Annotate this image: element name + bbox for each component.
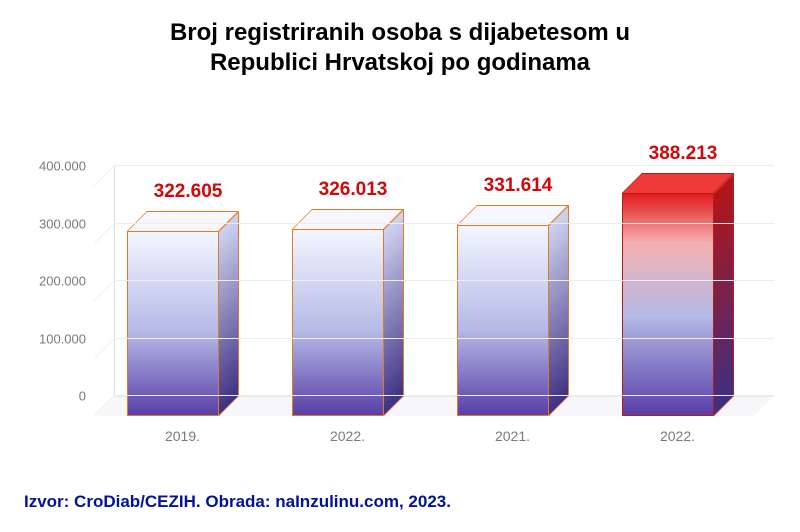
bar: 326.013 — [292, 209, 404, 416]
bar-side-face — [219, 211, 239, 416]
gridline-depth — [94, 165, 114, 186]
chart-title-line2: Republici Hrvatskoj po godinama — [210, 49, 590, 76]
bar-front-face — [457, 225, 549, 416]
gridline — [114, 338, 774, 339]
bar-value-label: 388.213 — [649, 143, 718, 165]
bar-top-face — [127, 211, 239, 231]
bar-top-face — [292, 209, 404, 229]
bar: 331.614 — [457, 205, 569, 416]
gridline — [114, 223, 774, 224]
y-axis-tick-label: 0 — [26, 389, 86, 404]
x-axis-label: 2022. — [622, 428, 734, 444]
chart-title-line1: Broj registriranih osoba s dijabetesom u — [170, 19, 630, 46]
x-axis-label: 2022. — [292, 428, 404, 444]
bar-side-face — [714, 173, 734, 416]
bar-value-label: 331.614 — [484, 175, 553, 197]
chart-title: Broj registriranih osoba s dijabetesom u… — [0, 0, 800, 78]
bar-front-face — [622, 193, 714, 416]
gridline — [114, 165, 774, 166]
x-axis-label: 2019. — [127, 428, 239, 444]
source-citation: Izvor: CroDiab/CEZIH. Obrada: naInzulinu… — [24, 492, 451, 512]
bar-chart-3d: 322.605326.013331.614388.213 0100.000200… — [30, 150, 770, 450]
bar-side-face — [549, 205, 569, 416]
bar: 388.213 — [622, 173, 734, 416]
bar-front-face — [127, 231, 219, 416]
bar-top-face — [622, 173, 734, 193]
y-axis-tick-label: 100.000 — [26, 331, 86, 346]
source-citation-text: Izvor: CroDiab/CEZIH. Obrada: naInzulinu… — [24, 492, 451, 511]
gridline — [114, 395, 774, 396]
bar-front-face — [292, 229, 384, 416]
bar-side-face — [384, 209, 404, 416]
bar-value-label: 322.605 — [154, 181, 223, 203]
bar-value-label: 326.013 — [319, 179, 388, 201]
x-axis-label: 2021. — [457, 428, 569, 444]
y-axis-tick-label: 200.000 — [26, 274, 86, 289]
y-axis-tick-label: 300.000 — [26, 216, 86, 231]
y-axis-tick-label: 400.000 — [26, 159, 86, 174]
gridline — [114, 280, 774, 281]
bars-container: 322.605326.013331.614388.213 — [94, 186, 754, 416]
bar: 322.605 — [127, 211, 239, 416]
